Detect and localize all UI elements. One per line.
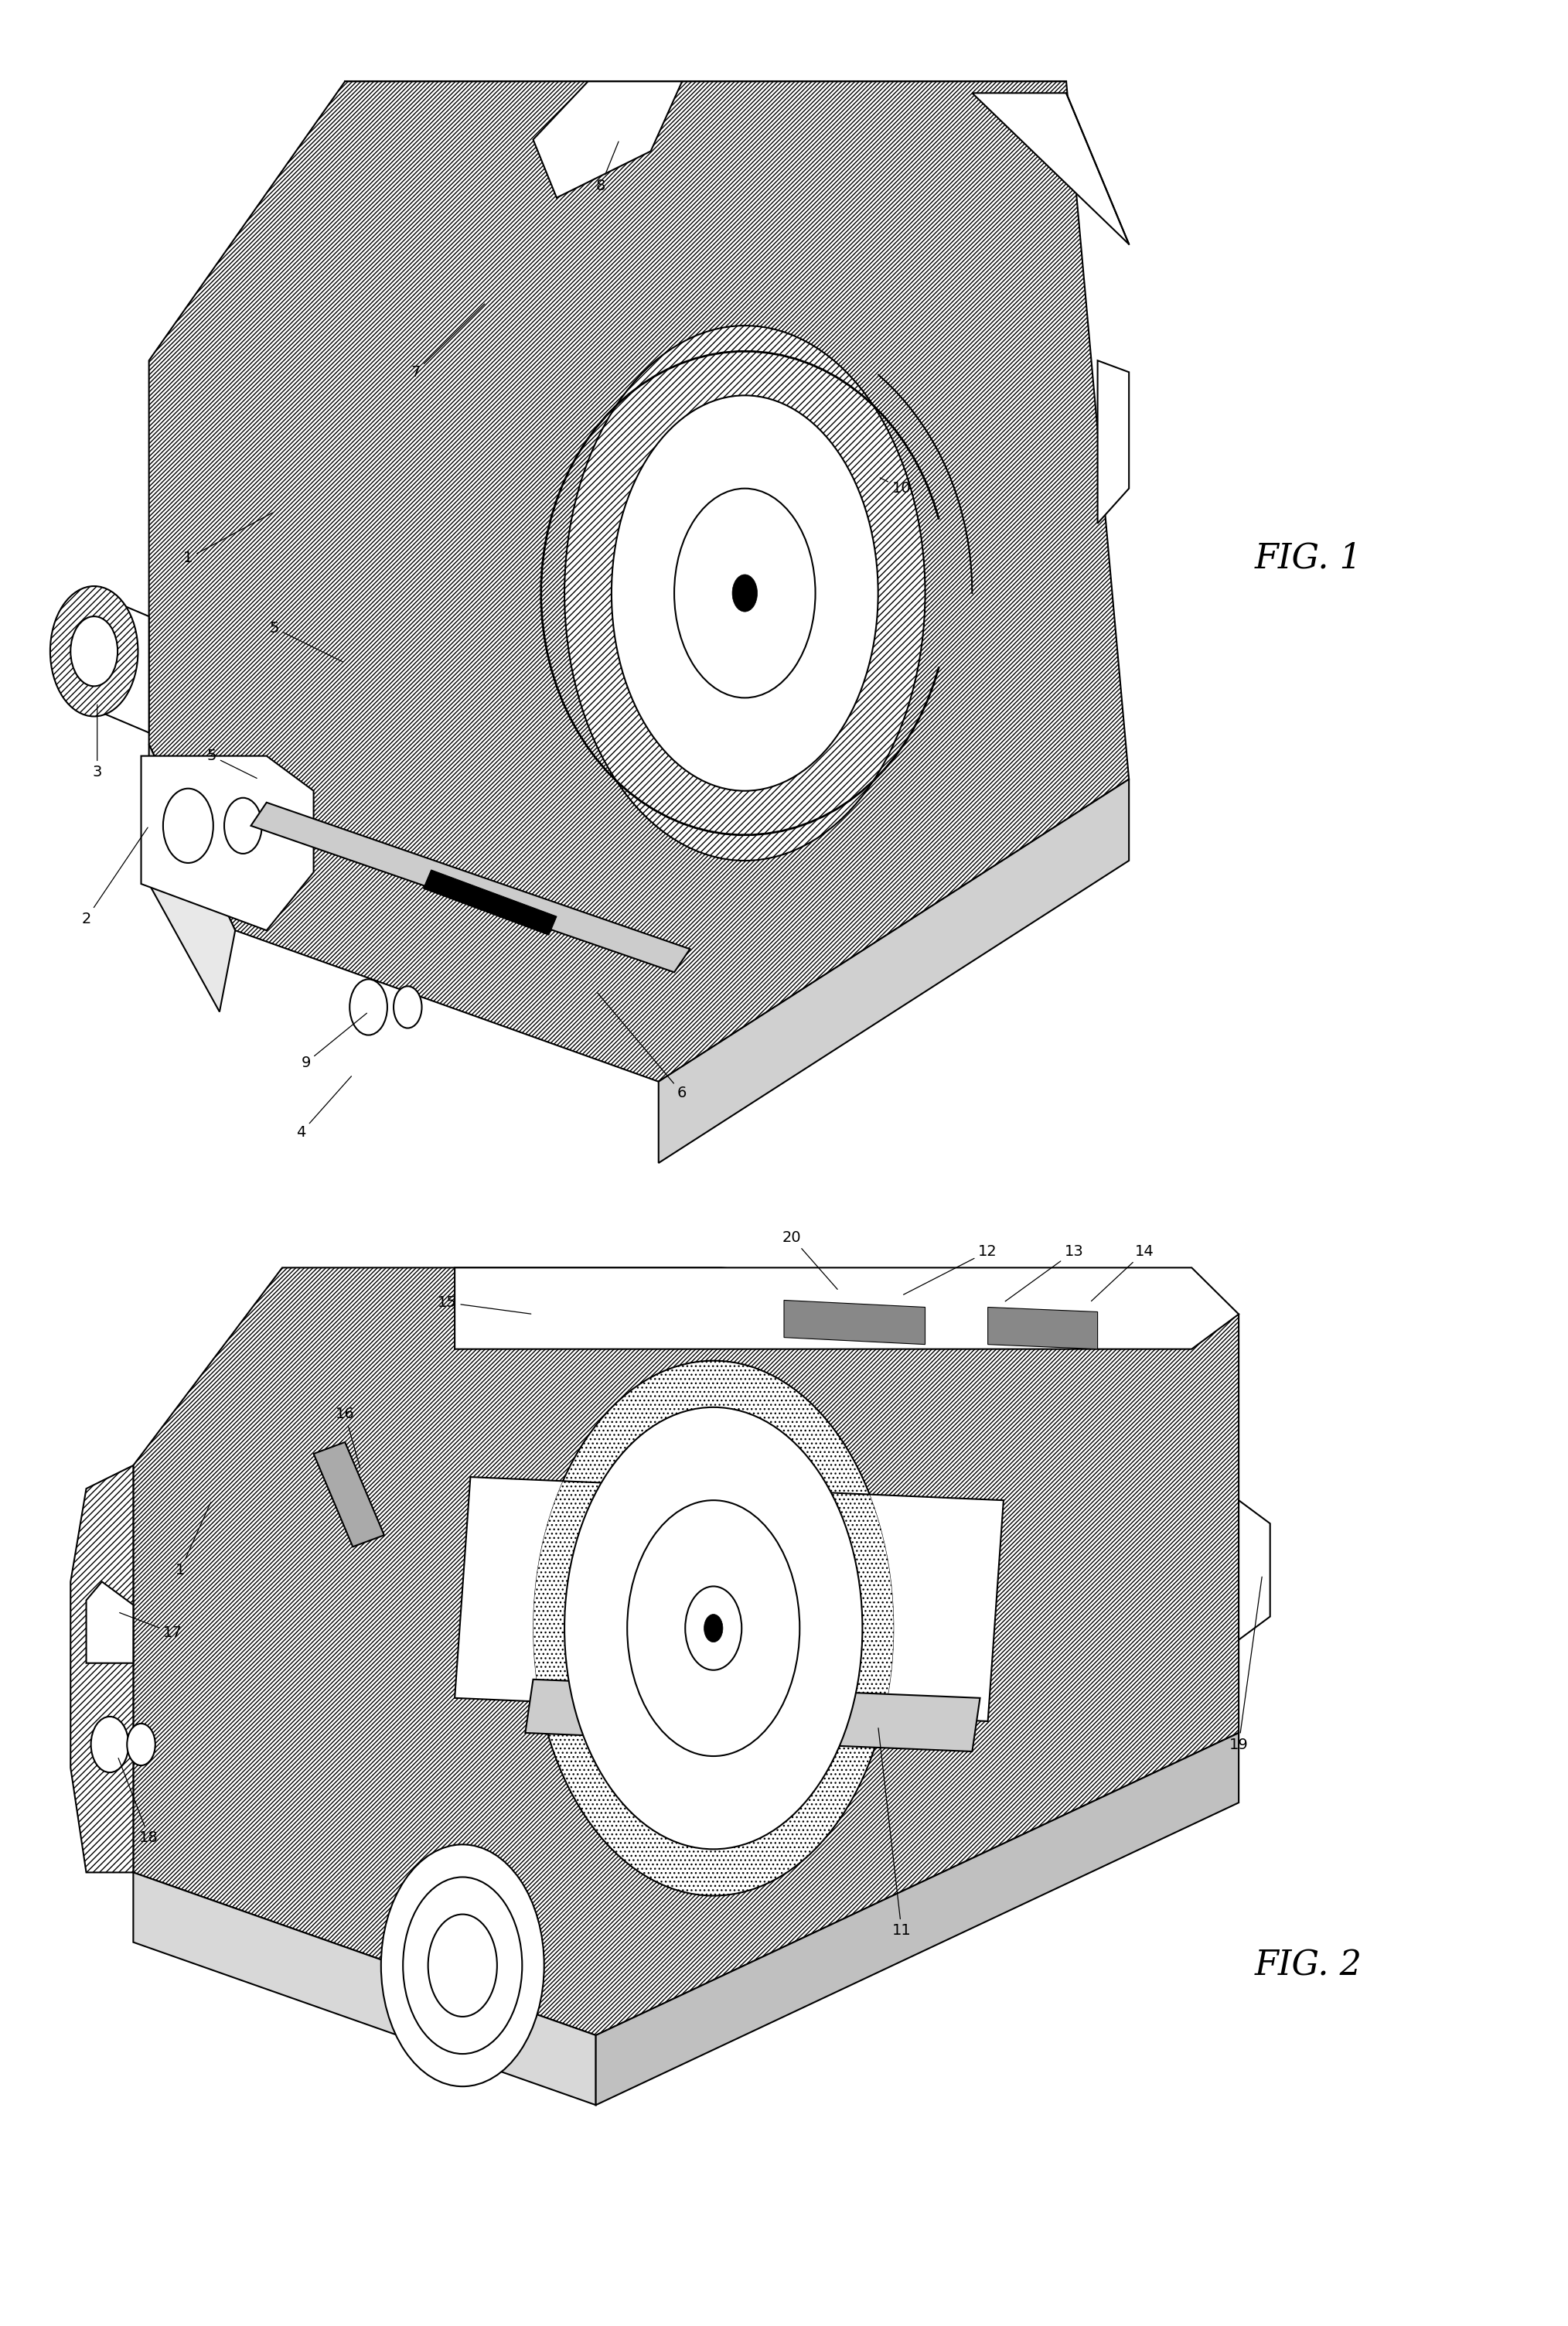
Text: 14: 14 [1091, 1244, 1154, 1300]
Polygon shape [1239, 1500, 1270, 1640]
Polygon shape [972, 93, 1129, 244]
Text: 16: 16 [336, 1407, 361, 1468]
Circle shape [394, 986, 422, 1028]
Text: 1: 1 [183, 512, 273, 565]
Polygon shape [141, 756, 314, 930]
Circle shape [428, 1914, 497, 2017]
Polygon shape [1098, 361, 1129, 523]
Text: 5: 5 [270, 621, 343, 663]
Polygon shape [455, 1268, 1239, 1349]
Circle shape [533, 1361, 894, 1896]
Text: FIG. 1: FIG. 1 [1254, 542, 1363, 575]
Polygon shape [133, 1872, 596, 2105]
Polygon shape [86, 1582, 133, 1663]
Text: 10: 10 [880, 477, 911, 495]
Text: 7: 7 [411, 305, 485, 379]
Polygon shape [784, 1300, 925, 1344]
Polygon shape [133, 1268, 1239, 2035]
Text: 5: 5 [207, 749, 257, 779]
Text: 8: 8 [596, 142, 618, 193]
Text: 6: 6 [597, 993, 687, 1100]
Text: 1: 1 [176, 1503, 210, 1577]
Polygon shape [149, 744, 235, 1012]
Text: 12: 12 [903, 1244, 997, 1296]
Circle shape [564, 1407, 862, 1849]
Polygon shape [149, 81, 1129, 1082]
Text: 3: 3 [93, 705, 102, 779]
Circle shape [224, 798, 262, 854]
Circle shape [704, 1614, 723, 1642]
Text: 17: 17 [119, 1612, 182, 1640]
Circle shape [381, 1845, 544, 2086]
Circle shape [685, 1586, 742, 1670]
Circle shape [127, 1724, 155, 1765]
Circle shape [350, 979, 387, 1035]
Circle shape [403, 1877, 522, 2054]
Circle shape [71, 616, 118, 686]
Text: 2: 2 [82, 828, 147, 926]
Circle shape [163, 789, 213, 863]
Polygon shape [659, 779, 1129, 1163]
Text: 15: 15 [437, 1296, 532, 1314]
Polygon shape [525, 1679, 980, 1751]
Circle shape [732, 575, 757, 612]
Circle shape [627, 1500, 800, 1756]
Circle shape [674, 488, 815, 698]
Text: 19: 19 [1229, 1577, 1262, 1751]
Circle shape [91, 1717, 129, 1772]
Polygon shape [533, 81, 682, 198]
Polygon shape [94, 593, 149, 733]
Polygon shape [988, 1307, 1098, 1349]
Polygon shape [71, 1465, 133, 1872]
Polygon shape [251, 802, 690, 972]
Text: 13: 13 [1005, 1244, 1083, 1300]
Text: 11: 11 [878, 1728, 911, 1938]
Text: 4: 4 [296, 1077, 351, 1140]
Polygon shape [596, 1733, 1239, 2105]
Text: 20: 20 [782, 1230, 837, 1289]
Text: 18: 18 [118, 1758, 158, 1845]
Circle shape [50, 586, 138, 716]
Circle shape [564, 326, 925, 861]
Circle shape [612, 395, 878, 791]
Text: 9: 9 [301, 1014, 367, 1070]
Polygon shape [314, 1442, 384, 1547]
Text: FIG. 2: FIG. 2 [1254, 1949, 1363, 1982]
Polygon shape [423, 870, 557, 935]
Polygon shape [455, 1477, 1004, 1721]
